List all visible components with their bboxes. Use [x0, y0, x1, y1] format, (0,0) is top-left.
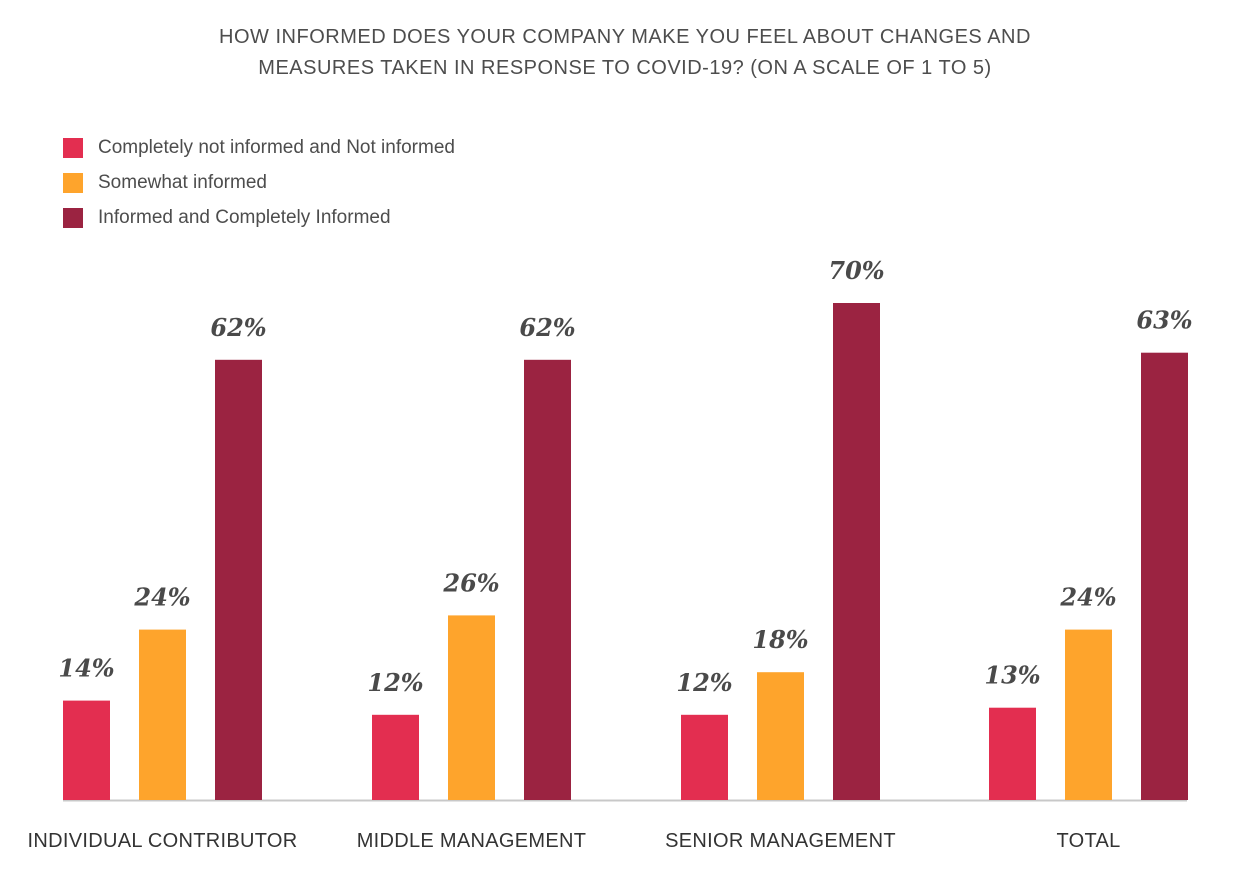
bar-total-series-1 — [989, 707, 1036, 800]
bar-senior-management-series-2 — [757, 672, 804, 800]
bar-total-series-2 — [1065, 629, 1112, 800]
data-label-total-series-3: 63% — [1136, 306, 1192, 335]
legend-swatch-somewhat-informed — [63, 172, 83, 193]
legend-item-not-informed: Completely not informed and Not informed — [63, 130, 455, 165]
data-label-middle-management-series-3: 62% — [519, 313, 575, 342]
bar-middle-management-series-1 — [372, 714, 419, 800]
category-label-senior-management: SENIOR MANAGEMENT — [665, 830, 896, 852]
legend-label-somewhat-informed: Somewhat informed — [98, 171, 267, 193]
category-label-middle-management: MIDDLE MANAGEMENT — [357, 830, 587, 852]
data-label-individual-contributor-series-2: 24% — [133, 583, 190, 612]
legend-label-not-informed: Completely not informed and Not informed — [98, 136, 455, 158]
bar-middle-management-series-3 — [524, 359, 571, 800]
bar-senior-management-series-3 — [833, 303, 880, 800]
data-label-middle-management-series-1: 12% — [367, 668, 423, 697]
data-label-senior-management-series-3: 70% — [828, 256, 884, 285]
bar-individual-contributor-series-2 — [139, 629, 186, 800]
data-label-individual-contributor-series-1: 14% — [58, 654, 114, 683]
category-label-total: TOTAL — [1056, 830, 1120, 852]
data-label-senior-management-series-1: 12% — [676, 668, 732, 697]
category-label-individual-contributor: INDIVIDUAL CONTRIBUTOR — [28, 830, 298, 852]
data-label-total-series-1: 13% — [984, 661, 1040, 690]
legend-swatch-not-informed — [63, 137, 83, 158]
data-label-senior-management-series-2: 18% — [752, 625, 808, 654]
chart-title-line-1: HOW INFORMED DOES YOUR COMPANY MAKE YOU … — [219, 26, 1031, 48]
legend-item-somewhat-informed: Somewhat informed — [63, 165, 455, 200]
chart-legend: Completely not informed and Not informed… — [63, 130, 455, 235]
bar-senior-management-series-1 — [681, 714, 728, 800]
bar-individual-contributor-series-1 — [63, 700, 110, 800]
chart-title-line-2: MEASURES TAKEN IN RESPONSE TO COVID-19? … — [258, 57, 992, 79]
bar-middle-management-series-2 — [448, 615, 495, 800]
bar-total-series-3 — [1141, 352, 1188, 800]
legend-swatch-informed — [63, 207, 83, 228]
bar-individual-contributor-series-3 — [215, 359, 262, 800]
data-label-middle-management-series-2: 26% — [442, 568, 499, 597]
data-label-individual-contributor-series-3: 62% — [210, 313, 266, 342]
legend-label-informed: Informed and Completely Informed — [98, 206, 391, 228]
legend-item-informed: Informed and Completely Informed — [63, 200, 455, 235]
data-label-total-series-2: 24% — [1059, 583, 1116, 612]
chart-title: HOW INFORMED DOES YOUR COMPANY MAKE YOU … — [0, 22, 1250, 84]
